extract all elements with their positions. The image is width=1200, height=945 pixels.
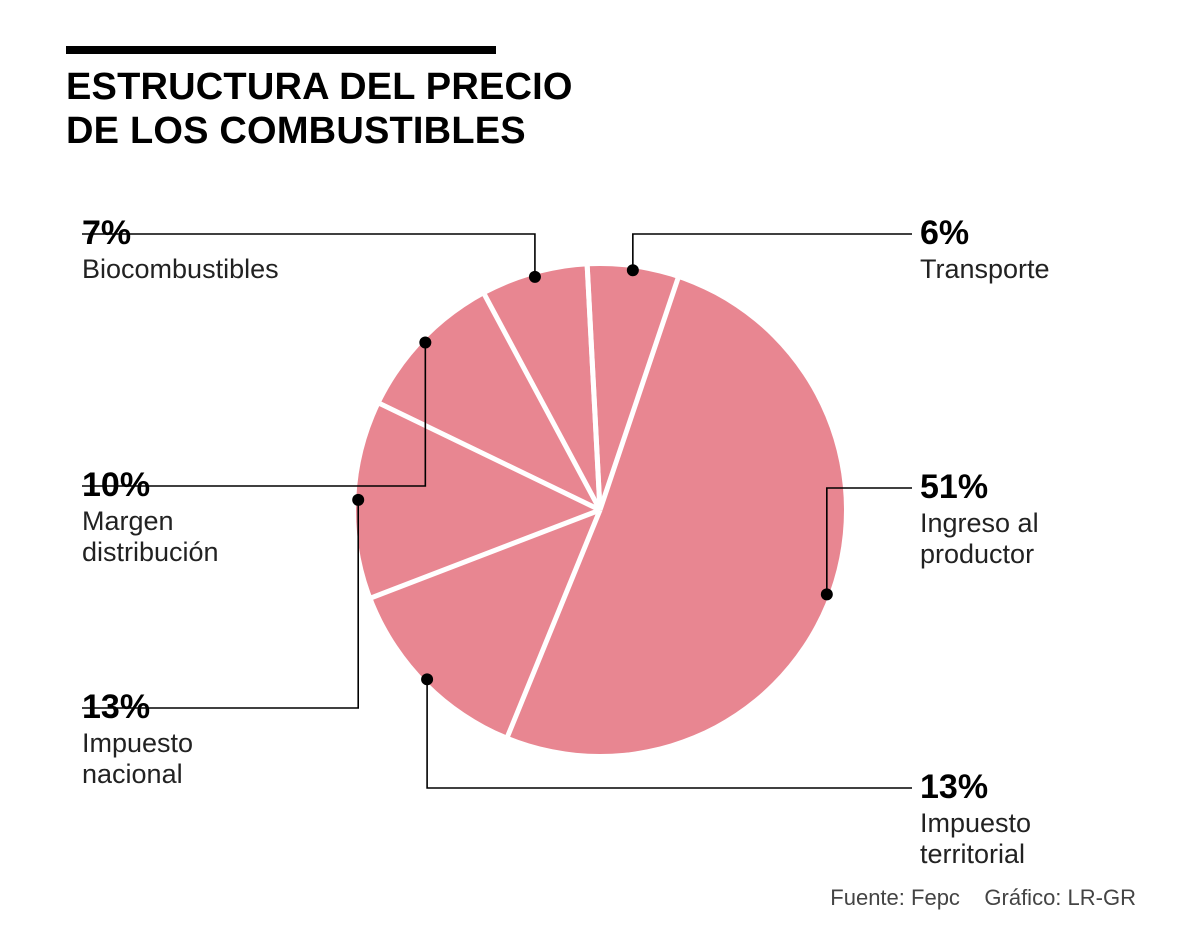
leader-dot (421, 673, 433, 685)
slice-percent: 6% (920, 216, 1050, 252)
slice-name: Impuestoterritorial (920, 808, 1031, 870)
credits-source-value: Fepc (911, 885, 960, 910)
slice-name: Ingreso alproductor (920, 508, 1039, 570)
slice-label: 51%Ingreso alproductor (920, 470, 1039, 570)
slice-label: 13%Impuestonacional (82, 690, 193, 790)
leader-dot (529, 271, 541, 283)
slice-percent: 7% (82, 216, 279, 252)
slice-percent: 13% (82, 690, 193, 726)
slice-label: 10%Margendistribución (82, 468, 219, 568)
leader-line (633, 234, 912, 270)
leader-dot (352, 494, 364, 506)
credits-graphic-value: LR-GR (1068, 885, 1136, 910)
slice-label: 7%Biocombustibles (82, 216, 279, 285)
slice-name: Transporte (920, 254, 1050, 285)
leader-dot (627, 264, 639, 276)
slice-name: Impuestonacional (82, 728, 193, 790)
credits-source-label: Fuente: (830, 885, 905, 910)
slice-percent: 10% (82, 468, 219, 504)
slice-label: 13%Impuestoterritorial (920, 770, 1031, 870)
slice-label: 6%Transporte (920, 216, 1050, 285)
slice-name: Biocombustibles (82, 254, 279, 285)
leader-dot (821, 588, 833, 600)
slice-percent: 51% (920, 470, 1039, 506)
credits: Fuente: Fepc Gráfico: LR-GR (830, 885, 1136, 911)
slice-percent: 13% (920, 770, 1031, 806)
page: ESTRUCTURA DEL PRECIO DE LOS COMBUSTIBLE… (0, 0, 1200, 945)
credits-graphic-label: Gráfico: (984, 885, 1061, 910)
slice-name: Margendistribución (82, 506, 219, 568)
leader-dot (419, 337, 431, 349)
